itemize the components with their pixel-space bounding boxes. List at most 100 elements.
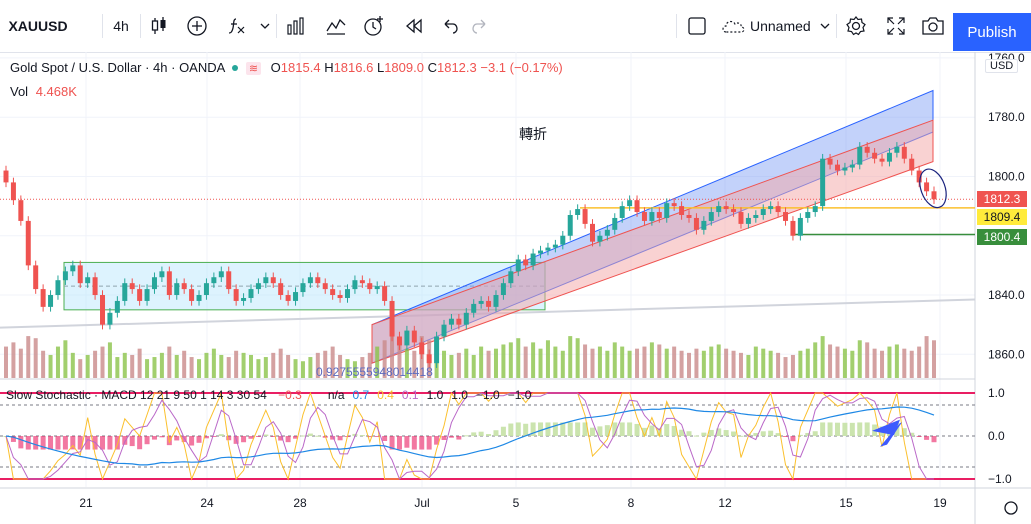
layout-name-button[interactable]: Unnamed (720, 8, 836, 44)
chart-legend: Gold Spot / U.S. Dollar · 4h · OANDA ≋ O… (10, 60, 563, 75)
candle-body (745, 217, 751, 224)
histogram-bar (901, 428, 907, 436)
price-tick-label: 1780.0 (988, 110, 1025, 124)
histogram-bar (85, 436, 91, 450)
interval-button[interactable]: 4h (113, 18, 129, 34)
camera-icon[interactable] (918, 8, 948, 44)
publish-button[interactable]: Publish (953, 13, 1031, 51)
redo-icon[interactable] (467, 8, 493, 44)
candle-body (656, 212, 662, 218)
undo-icon[interactable] (437, 8, 463, 44)
replay-icon[interactable] (401, 8, 427, 44)
symbol-search-button[interactable]: XAUUSD (8, 18, 68, 34)
candle-body (820, 158, 826, 207)
candle-body (62, 271, 68, 281)
candle-body (159, 271, 165, 278)
volume-bar (872, 348, 877, 378)
histogram-bar (211, 436, 217, 437)
chart-area[interactable]: 1860.01840.01820.01800.01780.01760.01.00… (0, 52, 1031, 524)
candle-body (144, 289, 150, 301)
alert-icon[interactable] (360, 8, 388, 44)
currency-button[interactable]: USD (985, 59, 1019, 73)
time-tick-label: 19 (933, 496, 947, 510)
legend-dot-icon (232, 65, 239, 71)
fullscreen-icon[interactable] (882, 8, 910, 44)
compare-badge-icon[interactable]: ≋ (245, 62, 262, 75)
volume-bar (783, 357, 788, 378)
indicator-value: −1.0 (507, 388, 532, 402)
change-value: −3.1 (−0.17%) (480, 60, 563, 75)
volume-bar (390, 334, 395, 378)
candle-body (345, 289, 351, 298)
volume-bar (657, 344, 662, 378)
volume-bar (486, 350, 491, 378)
indicator-value: 0.4 (377, 388, 394, 402)
histogram-bar (441, 436, 447, 441)
axis-settings-icon[interactable] (1004, 501, 1018, 515)
candle-body (619, 206, 625, 218)
indicator-legend[interactable]: Slow Stochastic · MACD 12 21 9 50 1 14 3… (6, 388, 531, 402)
candle-body (597, 235, 603, 242)
histogram-bar (255, 436, 261, 437)
chart-canvas[interactable]: 1860.01840.01820.01800.01780.01760.01.00… (0, 52, 1031, 524)
candle-body (382, 286, 388, 301)
histogram-bar (500, 426, 506, 436)
symbol-title[interactable]: Gold Spot / U.S. Dollar · 4h · OANDA (10, 60, 225, 75)
volume-bar (93, 350, 98, 378)
volume-bar (709, 346, 714, 378)
volume-bar (241, 352, 246, 378)
candle-body (879, 158, 885, 162)
candle-body (122, 283, 128, 301)
volume-label: Vol (10, 84, 29, 99)
candle-body (330, 289, 336, 296)
histogram-bar (129, 436, 135, 447)
candle-body (723, 206, 729, 210)
histogram-bar (619, 422, 625, 436)
histogram-bar (827, 422, 833, 436)
volume-bar (857, 340, 862, 378)
candle-body (693, 217, 699, 230)
volume-bar (649, 342, 654, 378)
histogram-bar (679, 429, 685, 436)
histogram-bar (389, 436, 395, 450)
volume-bar (41, 350, 46, 378)
volume-bar (107, 342, 112, 378)
arrow-annotation (872, 419, 900, 436)
candle-body (872, 152, 878, 159)
volume-bar (850, 350, 855, 378)
candle-body (315, 277, 321, 284)
price-tag: 1812.3 (977, 191, 1027, 208)
add-indicator-icon[interactable] (184, 8, 210, 44)
settings-icon[interactable] (842, 8, 870, 44)
volume-bar (55, 346, 60, 378)
candle-body (604, 229, 610, 236)
volume-bar (813, 342, 818, 378)
bar-style-icon[interactable] (283, 8, 309, 44)
fx-icon[interactable] (224, 8, 250, 44)
candle-body (664, 203, 670, 218)
chevron-down-icon[interactable] (256, 8, 274, 44)
candle-body (627, 200, 633, 207)
candles-icon[interactable] (146, 8, 172, 44)
volume-bar (805, 348, 810, 378)
volume-bar (367, 352, 372, 378)
volume-bar (152, 357, 157, 378)
histogram-bar (493, 430, 499, 436)
candle-body (612, 217, 618, 230)
rectangle-icon[interactable] (684, 8, 710, 44)
volume-bar (48, 354, 53, 378)
annotation-text[interactable]: 轉折 (519, 126, 547, 142)
histogram-bar (77, 436, 83, 450)
candle-body (426, 354, 432, 364)
volume-bar (746, 354, 751, 378)
candle-body (812, 206, 818, 213)
candle-body (901, 146, 907, 159)
candle-body (293, 292, 299, 301)
candle-body (196, 295, 202, 301)
volume-bar (323, 350, 328, 378)
line-tool-icon[interactable] (323, 8, 349, 44)
histogram-bar (857, 422, 863, 436)
volume-bar (724, 348, 729, 378)
histogram-bar (48, 436, 54, 450)
volume-bar (300, 361, 305, 378)
